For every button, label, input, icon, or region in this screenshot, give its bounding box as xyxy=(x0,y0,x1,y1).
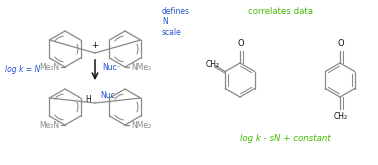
Text: O: O xyxy=(338,39,344,48)
Text: Me₂N: Me₂N xyxy=(39,120,59,130)
Text: Nuc⁻: Nuc⁻ xyxy=(102,64,121,72)
Text: Me₂N: Me₂N xyxy=(39,63,59,71)
Text: CH₂: CH₂ xyxy=(334,112,348,121)
Text: defines
N
scale: defines N scale xyxy=(162,7,190,37)
Text: H: H xyxy=(85,95,91,103)
Text: correlates data: correlates data xyxy=(248,7,313,16)
Text: +: + xyxy=(91,40,99,50)
Text: O: O xyxy=(238,39,244,48)
Text: log k = N: log k = N xyxy=(5,65,40,73)
Text: NMe₂: NMe₂ xyxy=(131,120,151,130)
Text: CH₂: CH₂ xyxy=(206,60,220,69)
Text: log k - sN + constant: log k - sN + constant xyxy=(240,134,331,143)
Text: NMe₂: NMe₂ xyxy=(131,63,151,71)
Text: Nuc: Nuc xyxy=(100,92,115,100)
